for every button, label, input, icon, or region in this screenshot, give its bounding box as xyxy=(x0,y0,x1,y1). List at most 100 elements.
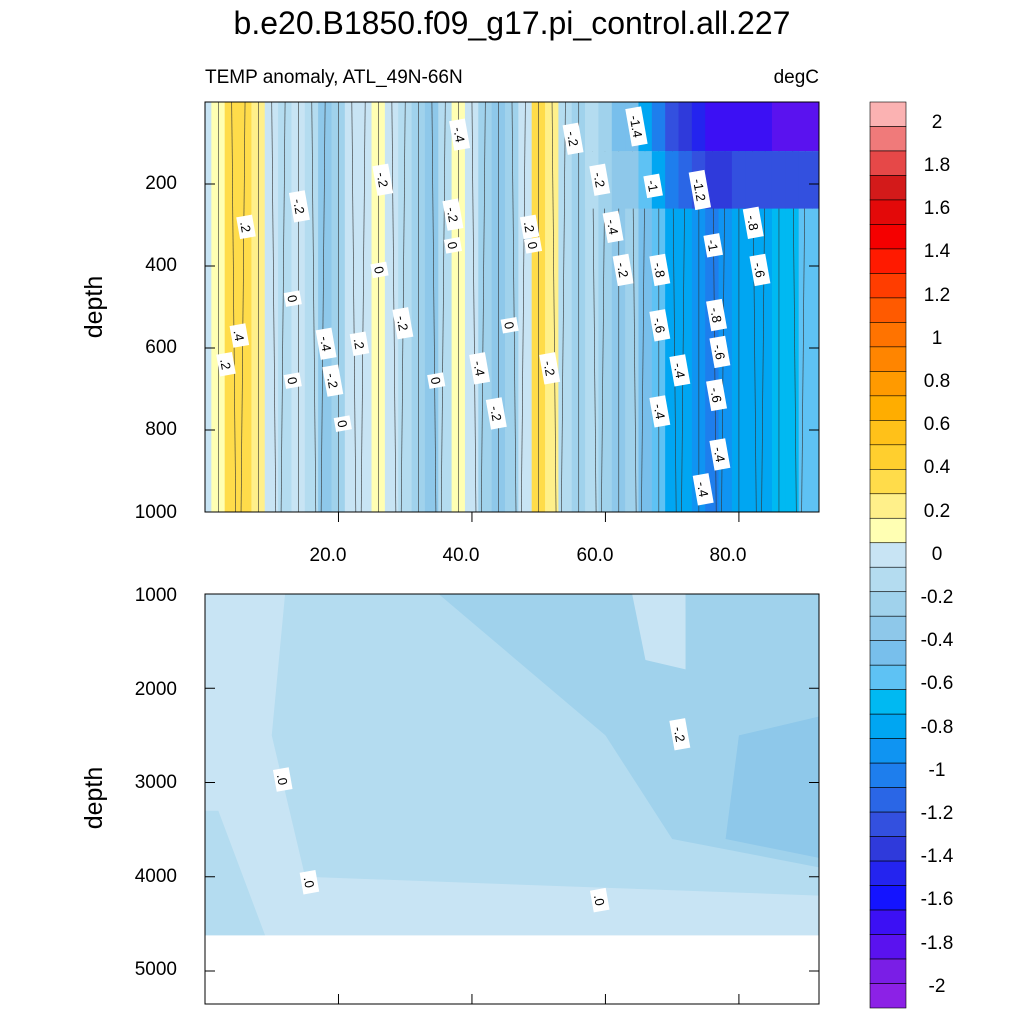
upper-contour-line xyxy=(400,102,406,512)
upper-contour-label-text: .2 xyxy=(351,337,368,350)
colorbar-label-1.6: 1.6 xyxy=(924,198,950,219)
upper-column-band xyxy=(384,102,399,512)
upper-contour-label-text: 0 xyxy=(284,294,300,304)
colorbar-swatch xyxy=(869,762,907,788)
upper-column-band xyxy=(205,102,212,512)
upper-contour-label: 0 xyxy=(333,415,352,432)
upper-column-band xyxy=(545,102,560,512)
upper-contour-label-bg xyxy=(236,214,256,240)
upper-contour-label-bg xyxy=(442,198,464,231)
upper-contour-line xyxy=(440,102,446,512)
colorbar-swatch xyxy=(869,566,907,593)
upper-contour-label: -1 xyxy=(643,173,663,199)
upper-surface-band xyxy=(705,102,720,152)
upper-contour-label-bg xyxy=(709,335,731,369)
upper-contour-label-bg xyxy=(500,316,519,334)
upper-y-tick-600: 600 xyxy=(145,337,177,358)
upper-contour-label-text: -1.2 xyxy=(690,178,709,203)
upper-contour-line xyxy=(391,102,397,512)
colorbar-swatch xyxy=(869,934,907,960)
colorbar-swatch xyxy=(869,346,907,372)
upper-contour-label-text: -.2 xyxy=(487,405,504,423)
lower-contour-fill xyxy=(205,594,819,936)
upper-contour-label: -.8 xyxy=(742,206,764,239)
upper-column-band xyxy=(558,102,573,512)
upper-contour-line xyxy=(271,102,277,512)
colorbar-label--2: -2 xyxy=(929,976,946,997)
colorbar-label--1.4: -1.4 xyxy=(921,846,954,867)
upper-column-band xyxy=(518,102,533,512)
colorbar-label--1.8: -1.8 xyxy=(921,933,954,954)
colorbar-label-1.8: 1.8 xyxy=(924,155,950,176)
upper-contour-label-bg xyxy=(372,163,394,196)
upper-contour-label: -.2 xyxy=(392,307,414,340)
upper-contour-label-bg xyxy=(349,331,370,356)
colorbar-label-1: 1 xyxy=(932,328,943,349)
upper-contour-label-bg xyxy=(669,354,691,387)
upper-column-band xyxy=(358,102,373,512)
upper-contour-label: .2 xyxy=(519,214,540,240)
upper-contour-label-text: -.4 xyxy=(671,362,688,380)
lower-contour-label-text: .0 xyxy=(274,773,291,786)
colorbar-swatches xyxy=(869,101,907,1009)
upper-contour-label-text: .2 xyxy=(217,358,234,371)
upper-contour-label-bg xyxy=(315,327,337,360)
upper-contour-label-bg xyxy=(612,253,634,287)
colorbar-swatch xyxy=(869,175,907,201)
upper-contour-label-bg xyxy=(692,473,714,506)
upper-contour-label-text: 0 xyxy=(524,241,540,251)
upper-contour-label-text: .2 xyxy=(237,220,254,233)
upper-contour-label-bg xyxy=(643,173,663,199)
colorbar-label--0.8: -0.8 xyxy=(921,717,954,738)
upper-column-band xyxy=(812,102,819,512)
upper-contour-label: -1.2 xyxy=(688,169,712,211)
upper-contour-label: -.2 xyxy=(539,352,561,385)
upper-subsurface-band xyxy=(718,151,733,209)
upper-surface-band xyxy=(718,102,733,152)
upper-contour-label: 0 xyxy=(370,261,389,279)
upper-contour-label: 0 xyxy=(283,372,302,389)
colorbar-swatch xyxy=(869,322,907,348)
upper-plot-frame xyxy=(204,101,820,513)
upper-contour-label: 0 xyxy=(500,316,519,334)
upper-contour-label-text: 0 xyxy=(444,241,460,251)
upper-contour-label: -.2 xyxy=(322,364,344,397)
colorbar-swatch xyxy=(869,787,907,813)
upper-contour-label-text: -.4 xyxy=(694,481,711,499)
upper-y-tick-1000: 1000 xyxy=(135,502,177,523)
colorbar-swatch xyxy=(869,738,907,764)
upper-contour-label-bg xyxy=(392,307,414,340)
colorbar-swatch xyxy=(869,811,907,837)
lower-y-axis-label: depth xyxy=(80,767,108,830)
colorbar-swatch xyxy=(869,150,907,176)
upper-surface-band xyxy=(665,102,680,152)
upper-contour-line xyxy=(521,102,526,512)
colorbar-label-0.6: 0.6 xyxy=(924,414,950,435)
upper-column-band xyxy=(438,102,453,512)
upper-contour-label: -.6 xyxy=(709,335,731,369)
colorbar-swatch xyxy=(869,983,907,1009)
colorbar-swatch xyxy=(869,199,907,225)
upper-contour-label-text: -.4 xyxy=(317,335,334,353)
upper-contour-line xyxy=(311,102,317,512)
upper-column-band xyxy=(344,102,359,512)
upper-contour-label-text: -.8 xyxy=(651,261,668,279)
lower-contour-label-text: .0 xyxy=(301,876,318,889)
upper-contour-label-text: -.2 xyxy=(540,360,557,378)
upper-subsurface-band xyxy=(678,151,693,209)
upper-contour-line xyxy=(481,102,486,512)
upper-y-tick-400: 400 xyxy=(145,255,177,276)
lower-contour-label-bg xyxy=(299,870,320,895)
upper-contour-label: 0 xyxy=(443,237,463,254)
upper-contour-line xyxy=(551,102,557,512)
colorbar-swatch xyxy=(869,371,907,397)
upper-contour-label-bg xyxy=(649,309,671,342)
upper-contour-label: -.2 xyxy=(612,253,634,287)
upper-contour-label-bg xyxy=(625,106,648,147)
x-tick-20: 20.0 xyxy=(310,545,347,566)
upper-contour-label: -.2 xyxy=(442,198,464,231)
upper-contour-label-bg xyxy=(706,298,728,332)
upper-contour-label-text: .2 xyxy=(521,220,538,233)
upper-contour-label-bg xyxy=(539,352,561,385)
